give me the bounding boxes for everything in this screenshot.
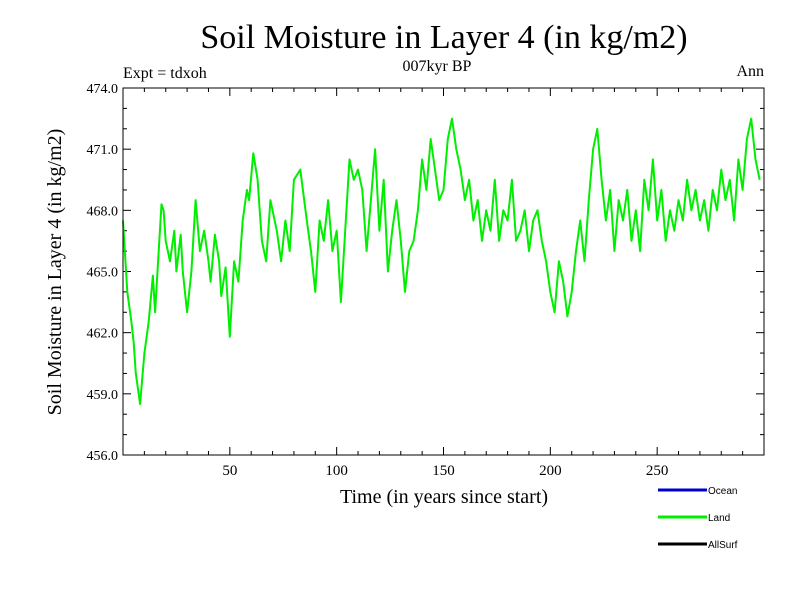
y-tick-label: 471.0 <box>87 143 119 158</box>
legend: Ocean Land AllSurf <box>658 486 738 551</box>
y-tick-label: 456.0 <box>87 449 119 464</box>
y-tick-label: 465.0 <box>87 266 119 281</box>
x-axis-label: Time (in years since start) <box>340 486 548 508</box>
chart-subtitle: 007kyr BP <box>403 58 472 75</box>
y-tick-label: 474.0 <box>87 82 119 97</box>
x-tick-label: 150 <box>432 463 455 479</box>
season-label: Ann <box>736 63 764 80</box>
legend-label-allsurf: AllSurf <box>708 540 738 551</box>
series-group <box>122 117 761 405</box>
plot-frame <box>122 87 765 456</box>
axis-ticks: 50 100 150 200 250 456.0 459.0 462.0 465.0 468.0 4… <box>87 82 764 479</box>
series-line-land <box>122 117 761 405</box>
y-tick-label: 462.0 <box>87 327 119 342</box>
y-axis-label: Soil Moisture in Layer 4 (in kg/m2) <box>44 129 66 416</box>
x-tick-label: 200 <box>539 463 562 479</box>
y-tick-label: 468.0 <box>87 204 119 219</box>
x-tick-label: 250 <box>646 463 669 479</box>
legend-label-ocean: Ocean <box>708 486 737 497</box>
experiment-label: Expt = tdxoh <box>123 65 207 82</box>
x-tick-label: 100 <box>325 463 348 479</box>
legend-label-land: Land <box>708 513 730 524</box>
x-tick-label: 50 <box>222 463 237 479</box>
y-tick-label: 459.0 <box>87 388 119 403</box>
chart-title: Soil Moisture in Layer 4 (in kg/m2) <box>200 19 687 56</box>
